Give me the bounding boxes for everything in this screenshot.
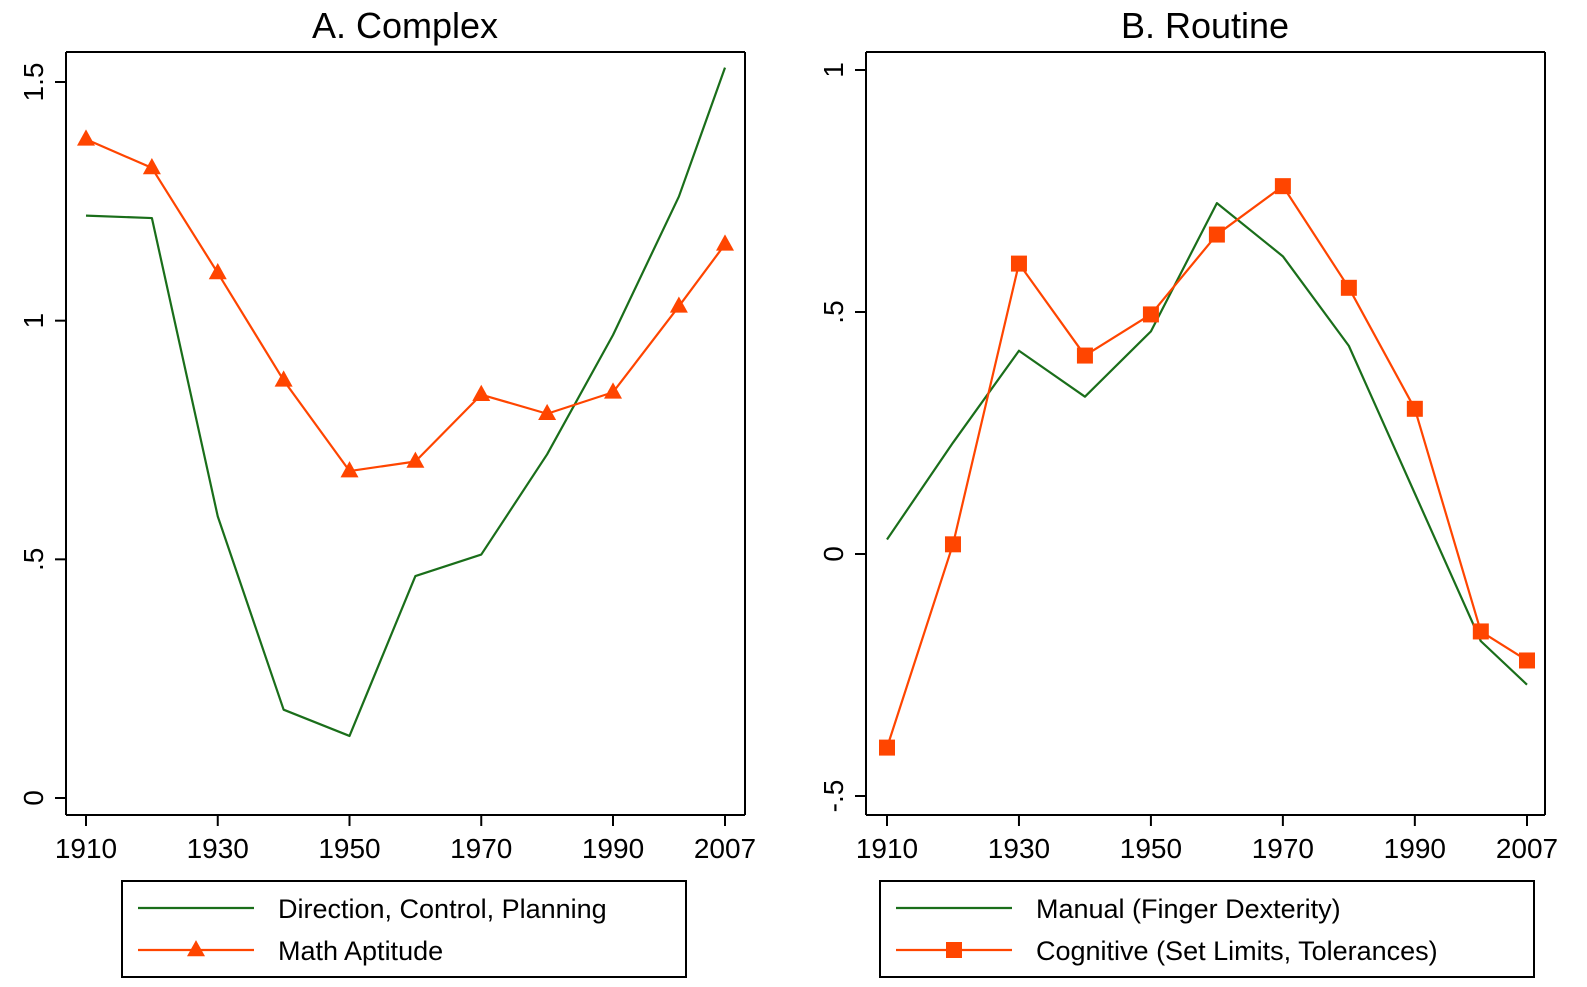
data-point [142,158,161,175]
y-tick-label: 1 [18,313,49,329]
data-point [1010,255,1027,272]
y-tick-label: 0 [18,790,49,806]
data-point [538,403,557,421]
y-tick-label: 0 [818,546,849,562]
x-tick-label: 1910 [55,833,117,864]
legend-box [121,880,687,978]
data-point [406,451,425,468]
series-line-1 [85,138,726,473]
data-point [669,296,688,313]
x-tick-label: 1970 [450,833,512,864]
series-line-0 [886,202,1528,686]
data-point [1406,400,1423,417]
x-tick-label: 2007 [1496,833,1558,864]
legend-label: Manual (Finger Dexterity) [1036,894,1341,924]
data-point [944,536,961,553]
x-tick-label: 1930 [187,833,249,864]
x-tick-label: 1990 [1384,833,1446,864]
x-tick-label: 1950 [318,833,380,864]
data-point [1519,652,1535,669]
data-point [716,234,734,251]
y-tick-label: 1 [818,62,849,78]
x-tick-label: 1910 [856,833,918,864]
chart-title-routine: B. Routine [1121,5,1289,46]
data-point [472,384,491,401]
series-line-0 [85,67,727,738]
data-point [340,461,359,478]
data-point [77,129,95,146]
panel-complex: A. Complex 0 .5 1 1.5 1910 1930 1950 1970 1990 200… [18,5,756,978]
data-point [1340,279,1357,296]
data-point [1274,178,1291,195]
legend-marker [946,942,962,958]
legend-marker [187,940,205,957]
legend-label: Cognitive (Set Limits, Tolerances) [1036,936,1438,966]
data-point [1472,623,1489,640]
y-tick-label: 1.5 [18,63,49,102]
data-point [1208,226,1225,243]
legend-box [879,880,1535,978]
data-point [1142,306,1159,323]
x-tick-label: 1970 [1252,833,1314,864]
x-tick-label: 1950 [1120,833,1182,864]
y-tick-label: .5 [18,548,49,571]
panel-routine: B. Routine -.5 0 .5 1 1910 1930 1950 1970 1990 200… [818,5,1558,978]
data-point [208,263,227,280]
data-point [604,382,623,399]
x-tick-label: 1990 [582,833,644,864]
x-tick-label: 2007 [694,833,756,864]
y-tick-label: -.5 [818,780,849,813]
legend-label: Math Aptitude [278,936,443,966]
series-line-1 [885,185,1528,748]
data-point [879,739,895,756]
legend-label: Direction, Control, Planning [278,894,607,924]
chart-title-complex: A. Complex [312,5,498,46]
data-point [274,370,293,387]
y-tick-label: .5 [818,300,849,323]
data-point [1076,347,1093,364]
x-tick-label: 1930 [988,833,1050,864]
